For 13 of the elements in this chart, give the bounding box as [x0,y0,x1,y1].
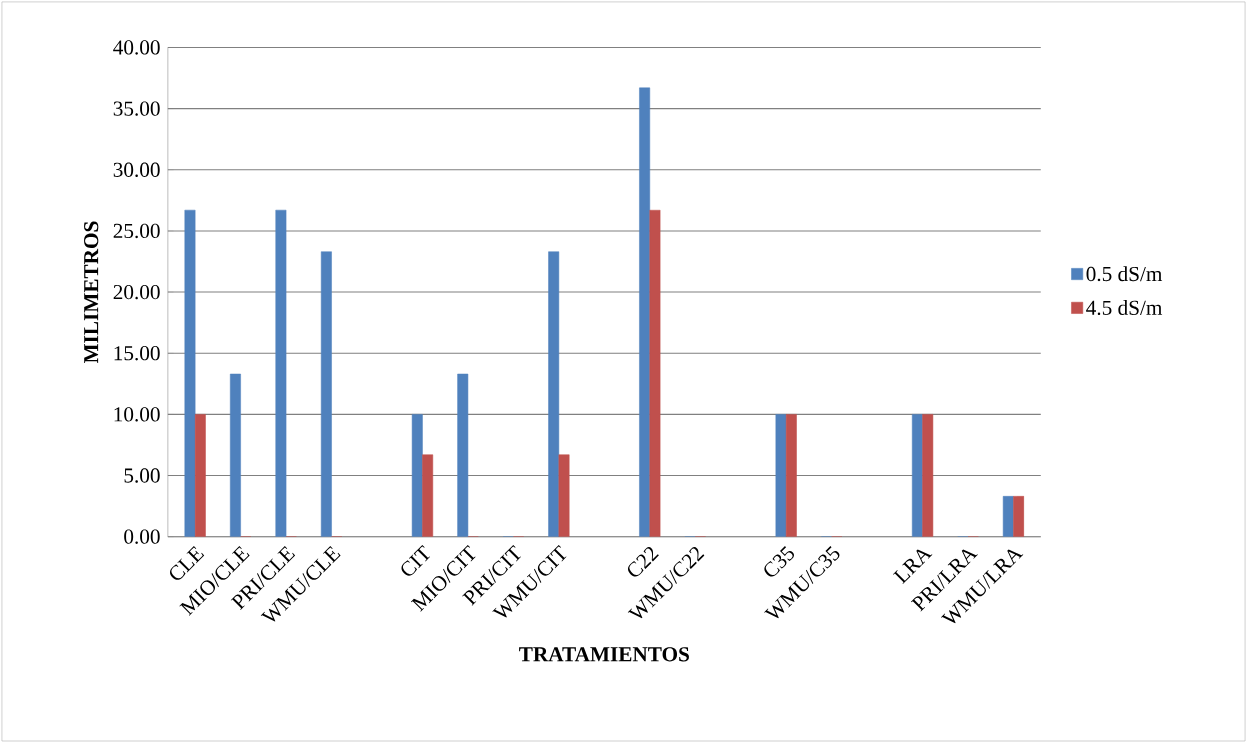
legend-label: 4.5 dS/m [1086,300,1163,316]
y-tick-label: 35.00 [113,101,160,116]
y-tick-label: 40.00 [113,40,160,55]
legend-label: 0.5 dS/m [1086,266,1163,282]
y-tick-label: 10.00 [114,407,160,422]
y-tick-label: 5.00 [124,468,160,483]
y-tick-label: 25.00 [113,223,160,239]
x-axis-title: TRATAMIENTOS [519,647,689,662]
y-tick-label: 15.00 [114,346,160,361]
y-tick-label: 0.00 [124,529,160,544]
y-axis-title: MILIMETROS [84,221,99,364]
y-tick-label: 20.00 [113,284,160,300]
y-tick-label: 30.00 [113,162,160,178]
